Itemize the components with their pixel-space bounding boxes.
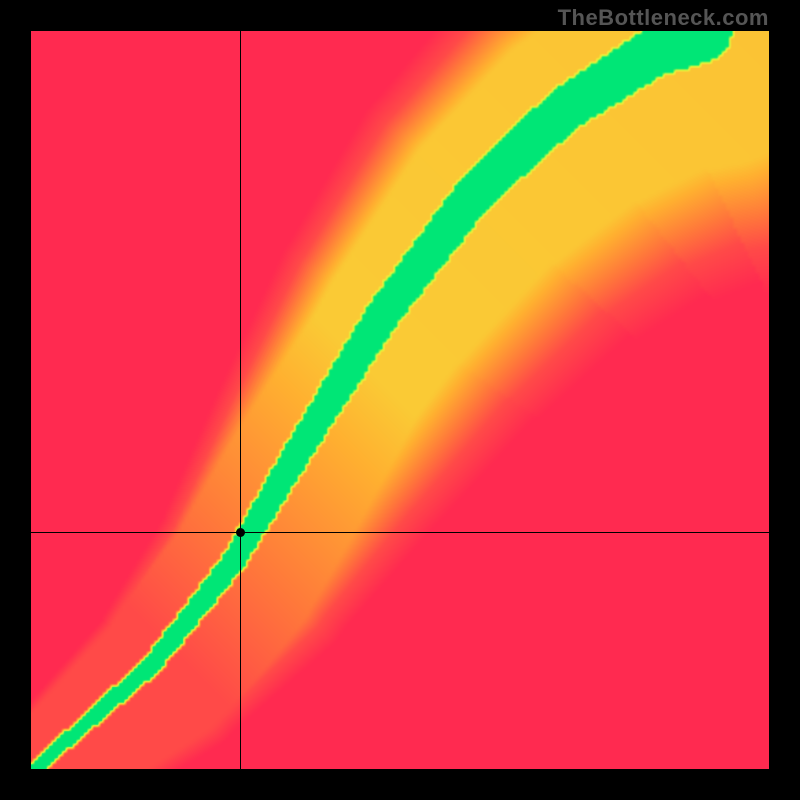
crosshair-horizontal-line bbox=[31, 532, 769, 533]
crosshair-vertical-line bbox=[240, 31, 241, 769]
watermark-text: TheBottleneck.com bbox=[558, 5, 769, 31]
selection-point-marker bbox=[236, 528, 245, 537]
bottleneck-heatmap bbox=[31, 31, 769, 769]
chart-container: TheBottleneck.com bbox=[0, 0, 800, 800]
